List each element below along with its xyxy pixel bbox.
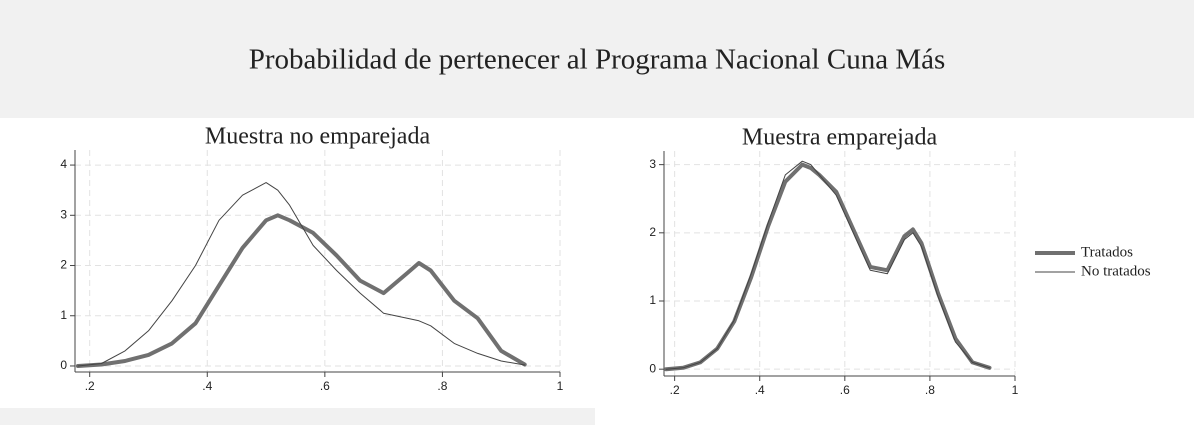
x-tick-label: .8 <box>437 379 447 393</box>
x-tick-label: .6 <box>840 383 850 397</box>
legend-label: No tratados <box>1081 263 1151 279</box>
y-tick-label: 3 <box>60 207 67 221</box>
x-tick-label: .2 <box>85 379 95 393</box>
y-tick-label: 0 <box>60 358 67 372</box>
chart-title: Muestra emparejada <box>742 125 938 151</box>
chart-title: Muestra no emparejada <box>205 124 431 150</box>
x-tick-label: .4 <box>755 383 765 397</box>
x-tick-label: 1 <box>557 379 564 393</box>
figure-title: Probabilidad de pertenecer al Programa N… <box>249 44 946 76</box>
density-line <box>77 182 526 367</box>
x-tick-label: .2 <box>670 383 680 397</box>
y-tick-label: 1 <box>649 293 656 307</box>
x-tick-label: .6 <box>320 379 330 393</box>
y-tick-label: 2 <box>60 258 67 272</box>
x-tick-label: .4 <box>202 379 212 393</box>
bottom-band <box>0 408 595 425</box>
density-line <box>664 162 992 372</box>
y-tick-label: 3 <box>649 157 656 171</box>
y-tick-label: 4 <box>60 157 67 171</box>
x-tick-label: 1 <box>1012 383 1019 397</box>
density-line <box>75 213 527 368</box>
title-band <box>0 0 1194 118</box>
density-line <box>665 160 990 370</box>
y-tick-label: 0 <box>649 361 656 375</box>
x-tick-label: .8 <box>925 383 935 397</box>
y-tick-label: 2 <box>649 225 656 239</box>
legend-label: Tratados <box>1081 244 1133 260</box>
y-tick-label: 1 <box>60 308 67 322</box>
